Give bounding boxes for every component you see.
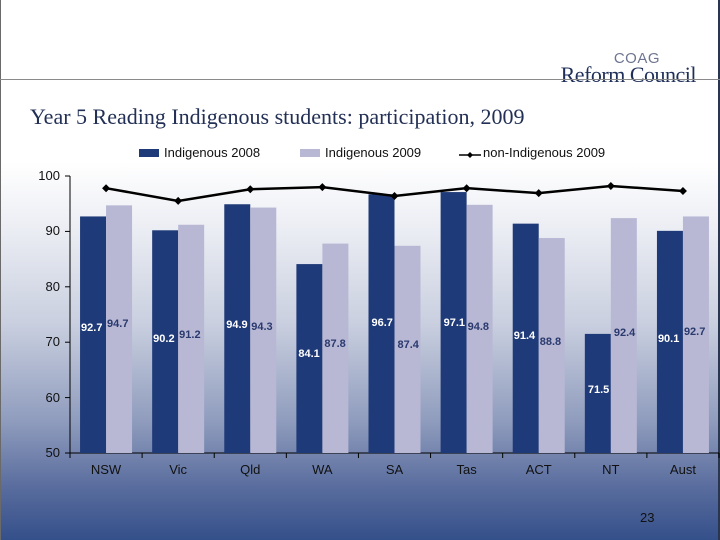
x-tick-label: Vic (169, 462, 188, 477)
bar-indigenous-2009 (538, 238, 565, 453)
legend-item-non-indigenous-2009: non-Indigenous 2009 (459, 145, 605, 160)
header-divider (0, 79, 720, 80)
y-tick-label: 80 (45, 278, 60, 294)
legend-swatch-indigenous-2009 (300, 148, 320, 157)
page-number: 23 (640, 510, 655, 525)
data-label-2009: 94.8 (468, 321, 489, 333)
data-label-2008: 97.1 (444, 317, 465, 329)
data-label-2009: 87.8 (324, 338, 345, 350)
logo-coag-text: COAG (613, 50, 660, 67)
legend-item-indigenous-2008: Indigenous 2008 (139, 145, 260, 160)
bar-indigenous-2008 (80, 216, 107, 453)
slide-left-border (0, 0, 1, 540)
line-marker-icon (318, 183, 327, 192)
bar-indigenous-2009 (322, 243, 349, 453)
logo-reform-council-text: Reform Council (560, 62, 697, 87)
data-label-2008: 90.2 (153, 333, 174, 345)
data-label-2009: 87.4 (398, 339, 420, 351)
chart-legend: Indigenous 2008 Indigenous 2009 non-Indi… (0, 145, 720, 161)
legend-label: Indigenous 2008 (164, 145, 261, 160)
bar-indigenous-2008 (440, 192, 467, 454)
data-label-2008: 84.1 (298, 348, 319, 360)
bar-indigenous-2008 (368, 194, 395, 454)
data-label-2008: 71.5 (588, 384, 609, 396)
legend-swatch-indigenous-2008 (139, 148, 159, 157)
bar-indigenous-2008 (584, 333, 611, 453)
bar-indigenous-2008 (512, 223, 539, 453)
line-marker-icon (174, 196, 183, 205)
data-label-2008: 91.4 (514, 330, 536, 342)
data-label-2008: 96.7 (372, 317, 393, 329)
x-tick-label: Qld (240, 462, 261, 477)
data-label-2009: 88.8 (540, 336, 561, 348)
y-tick-label: 50 (45, 445, 60, 460)
y-tick-label: 70 (45, 334, 60, 350)
bar-indigenous-2009 (682, 216, 709, 453)
legend-item-indigenous-2009: Indigenous 2009 (300, 145, 421, 160)
bar-indigenous-2009 (466, 204, 493, 453)
data-label-2009: 92.7 (684, 326, 705, 338)
x-tick-label: Tas (456, 462, 477, 477)
bar-indigenous-2008 (296, 264, 323, 453)
slide-right-border (718, 0, 720, 540)
x-tick-label: SA (385, 462, 404, 477)
x-tick-label: Aust (669, 462, 696, 477)
bar-indigenous-2008 (656, 230, 683, 453)
line-marker-icon (534, 189, 543, 198)
y-tick-label: 90 (45, 223, 60, 239)
y-tick-label: 100 (38, 168, 60, 183)
data-label-2009: 94.3 (251, 321, 272, 333)
line-marker-icon (606, 181, 615, 190)
x-tick-label: ACT (525, 462, 552, 477)
legend-line-marker-icon (459, 148, 481, 158)
data-label-2008: 94.9 (226, 319, 247, 331)
line-marker-icon (390, 191, 399, 200)
bar-indigenous-2009 (610, 218, 637, 453)
bar-indigenous-2009 (106, 205, 133, 453)
x-tick-label: NT (602, 462, 620, 477)
bar-indigenous-2009 (178, 224, 205, 453)
data-label-2009: 91.2 (179, 329, 200, 341)
bar-indigenous-2009 (394, 245, 421, 453)
data-label-2008: 92.7 (81, 322, 102, 334)
legend-label: non-Indigenous 2009 (483, 145, 606, 160)
bar-indigenous-2008 (152, 230, 179, 453)
x-tick-label: NSW (90, 462, 122, 477)
x-tick-label: WA (312, 462, 333, 477)
line-marker-icon (678, 186, 687, 195)
data-label-2009: 92.4 (614, 327, 636, 339)
line-marker-icon (102, 184, 111, 193)
chart-title: Year 5 Reading Indigenous students: part… (30, 104, 525, 129)
line-marker-icon (246, 185, 255, 194)
data-label-2009: 94.7 (107, 318, 128, 330)
bar-indigenous-2008 (224, 204, 251, 453)
bar-indigenous-2009 (250, 207, 277, 453)
data-label-2008: 90.1 (658, 333, 679, 345)
y-tick-label: 60 (45, 389, 60, 405)
legend-label: Indigenous 2009 (325, 145, 422, 160)
line-marker-icon (462, 184, 471, 193)
